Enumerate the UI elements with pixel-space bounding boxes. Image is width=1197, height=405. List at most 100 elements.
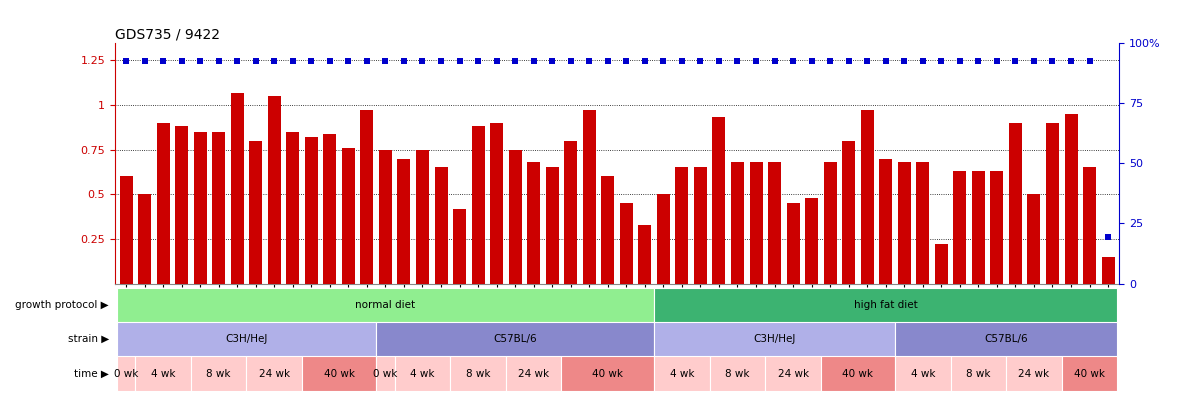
Text: 24 wk: 24 wk bbox=[518, 369, 549, 379]
Bar bbox=[138, 194, 151, 284]
Text: 40 wk: 40 wk bbox=[1074, 369, 1105, 379]
Point bbox=[728, 58, 747, 64]
Bar bbox=[135, 356, 190, 391]
Point bbox=[876, 58, 895, 64]
Point bbox=[821, 58, 840, 64]
Point bbox=[524, 58, 543, 64]
Text: C3H/HeJ: C3H/HeJ bbox=[753, 334, 796, 344]
Text: 24 wk: 24 wk bbox=[1019, 369, 1050, 379]
Bar bbox=[249, 141, 262, 284]
Text: growth protocol ▶: growth protocol ▶ bbox=[16, 300, 109, 310]
Text: C57BL/6: C57BL/6 bbox=[984, 334, 1028, 344]
Point bbox=[321, 58, 340, 64]
Bar bbox=[268, 96, 281, 284]
Bar bbox=[654, 356, 710, 391]
Point bbox=[227, 58, 247, 64]
Text: 4 wk: 4 wk bbox=[411, 369, 435, 379]
Bar bbox=[527, 162, 540, 284]
Bar bbox=[342, 148, 354, 284]
Bar bbox=[583, 110, 596, 284]
Bar bbox=[1046, 123, 1059, 284]
Bar bbox=[806, 198, 818, 284]
Point bbox=[1080, 58, 1099, 64]
Point bbox=[265, 58, 284, 64]
Point bbox=[913, 58, 932, 64]
Point bbox=[542, 58, 561, 64]
Text: 40 wk: 40 wk bbox=[323, 369, 354, 379]
Bar bbox=[1101, 257, 1114, 283]
Bar bbox=[898, 162, 911, 284]
Bar bbox=[302, 356, 376, 391]
Point bbox=[802, 58, 821, 64]
Text: C57BL/6: C57BL/6 bbox=[493, 334, 537, 344]
Bar bbox=[620, 203, 633, 284]
Bar bbox=[379, 149, 391, 284]
Point bbox=[247, 58, 266, 64]
Point bbox=[209, 58, 229, 64]
Point bbox=[950, 58, 970, 64]
Bar bbox=[231, 92, 244, 284]
Point bbox=[968, 58, 988, 64]
Point bbox=[431, 58, 450, 64]
Text: strain ▶: strain ▶ bbox=[68, 334, 109, 344]
Point bbox=[413, 58, 432, 64]
Bar bbox=[117, 356, 135, 391]
Bar bbox=[286, 132, 299, 284]
Text: 40 wk: 40 wk bbox=[593, 369, 624, 379]
Bar bbox=[490, 123, 503, 284]
Text: 8 wk: 8 wk bbox=[966, 369, 991, 379]
Point bbox=[765, 58, 784, 64]
Bar bbox=[1064, 114, 1077, 284]
Bar bbox=[843, 141, 855, 284]
Text: 0 wk: 0 wk bbox=[114, 369, 138, 379]
Bar bbox=[509, 149, 522, 284]
Bar bbox=[675, 168, 688, 284]
Bar bbox=[1007, 356, 1062, 391]
Point bbox=[839, 58, 858, 64]
Bar bbox=[710, 356, 765, 391]
Bar bbox=[376, 322, 654, 356]
Bar bbox=[564, 141, 577, 284]
Point bbox=[153, 58, 172, 64]
Point bbox=[710, 58, 729, 64]
Point bbox=[135, 58, 154, 64]
Bar bbox=[546, 168, 559, 284]
Bar bbox=[880, 158, 892, 284]
Point bbox=[1043, 58, 1062, 64]
Point bbox=[579, 58, 598, 64]
Bar bbox=[417, 149, 429, 284]
Bar bbox=[694, 168, 707, 284]
Bar bbox=[953, 171, 966, 284]
Text: 24 wk: 24 wk bbox=[778, 369, 809, 379]
Bar bbox=[305, 137, 318, 284]
Bar bbox=[657, 194, 670, 284]
Bar bbox=[935, 244, 948, 284]
Point bbox=[172, 58, 192, 64]
Bar bbox=[472, 126, 485, 284]
Point bbox=[1099, 234, 1118, 240]
Point bbox=[1005, 58, 1025, 64]
Point bbox=[931, 58, 950, 64]
Text: 8 wk: 8 wk bbox=[725, 369, 749, 379]
Bar bbox=[360, 110, 373, 284]
Bar bbox=[212, 132, 225, 284]
Point bbox=[654, 58, 673, 64]
Point bbox=[505, 58, 524, 64]
Bar bbox=[175, 126, 188, 284]
Bar bbox=[397, 158, 411, 284]
Point bbox=[1025, 58, 1044, 64]
Bar bbox=[435, 168, 448, 284]
Point bbox=[747, 58, 766, 64]
Point bbox=[284, 58, 303, 64]
Bar bbox=[247, 356, 302, 391]
Bar bbox=[1062, 356, 1117, 391]
Point bbox=[487, 58, 506, 64]
Bar bbox=[638, 225, 651, 283]
Bar bbox=[972, 171, 985, 284]
Point bbox=[468, 58, 487, 64]
Point bbox=[616, 58, 636, 64]
Bar bbox=[895, 322, 1117, 356]
Bar bbox=[157, 123, 170, 284]
Point bbox=[636, 58, 655, 64]
Point bbox=[1062, 58, 1081, 64]
